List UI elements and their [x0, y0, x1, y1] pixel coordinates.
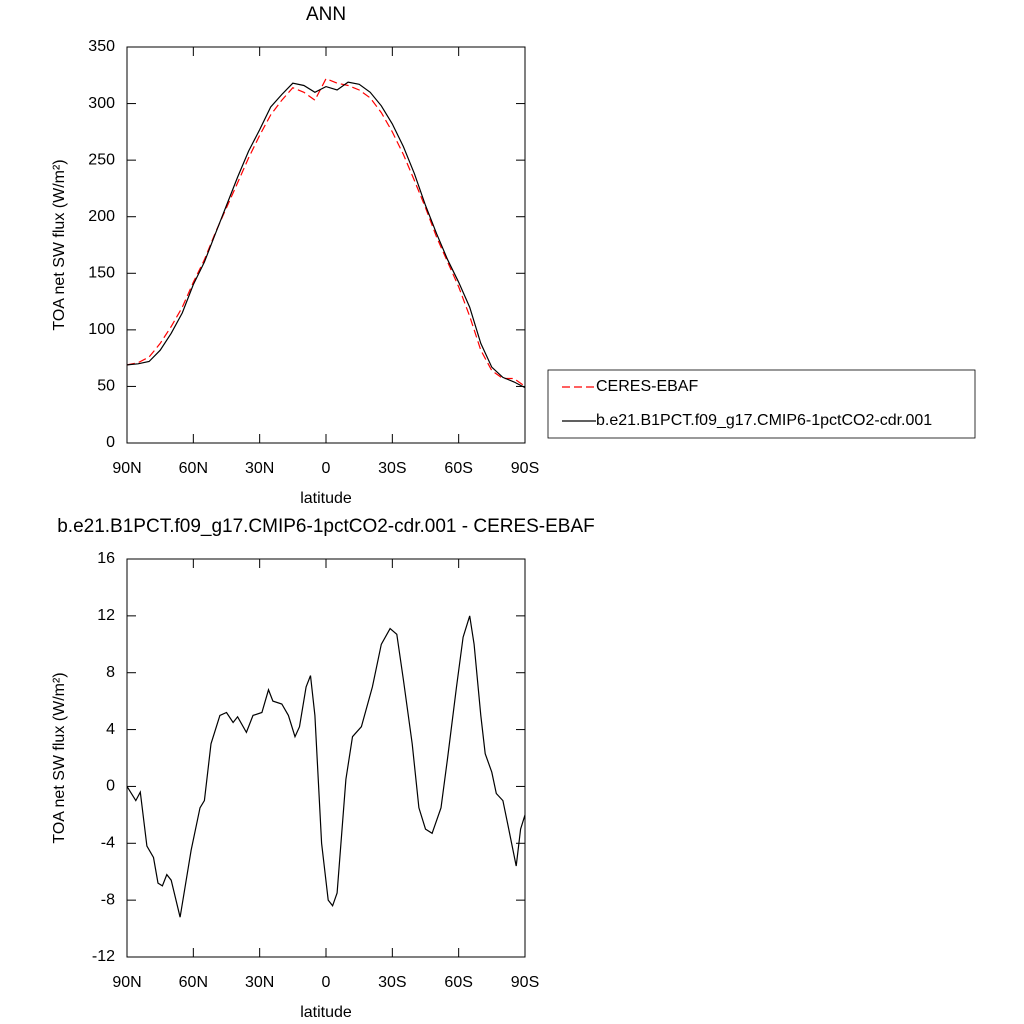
y-tick-label: 4: [106, 721, 115, 738]
y-tick-label: -12: [92, 948, 115, 965]
legend-label: CERES-EBAF: [596, 378, 698, 395]
plot-frame: [126, 46, 526, 444]
x-tick-label: 60N: [179, 974, 208, 991]
plot-frame: [126, 558, 526, 958]
y-tick-label: 16: [97, 550, 115, 567]
x-tick-label: 90N: [112, 974, 141, 991]
x-tick-label: 90S: [511, 974, 539, 991]
x-tick-label: 30S: [378, 974, 406, 991]
x-tick-label: 30S: [378, 460, 406, 477]
y-tick-label: -8: [101, 891, 115, 908]
legend-label: b.e21.B1PCT.f09_g17.CMIP6-1pctCO2-cdr.00…: [596, 412, 932, 429]
y-tick-label: 350: [88, 38, 115, 55]
chart-title: ANN: [306, 4, 346, 25]
y-tick-label: 300: [88, 95, 115, 112]
x-tick-label: 90N: [112, 460, 141, 477]
x-tick-label: 60S: [444, 974, 472, 991]
x-tick-label: 90S: [511, 460, 539, 477]
data-line: [126, 77, 526, 387]
y-tick-label: 100: [88, 321, 115, 338]
x-tick-label: 60N: [179, 460, 208, 477]
y-tick-label: 200: [88, 208, 115, 225]
y-tick-label: 150: [88, 265, 115, 282]
y-axis-label: TOA net SW flux (W/m²): [51, 159, 68, 330]
y-tick-label: 0: [106, 778, 115, 795]
x-tick-label: 0: [322, 460, 331, 477]
x-axis-label: latitude: [300, 1004, 352, 1021]
chart-title: b.e21.B1PCT.f09_g17.CMIP6-1pctCO2-cdr.00…: [57, 516, 595, 537]
y-tick-label: 0: [106, 434, 115, 451]
y-axis-label: TOA net SW flux (W/m²): [51, 672, 68, 843]
x-axis-label: latitude: [300, 490, 352, 507]
x-tick-label: 60S: [444, 460, 472, 477]
y-tick-label: 50: [97, 378, 115, 395]
data-line: [126, 615, 526, 918]
x-tick-label: 0: [322, 974, 331, 991]
y-tick-label: 12: [97, 607, 115, 624]
y-tick-label: -4: [101, 835, 115, 852]
legend-box: [547, 369, 976, 439]
y-tick-label: 250: [88, 151, 115, 168]
x-tick-label: 30N: [245, 974, 274, 991]
y-tick-label: 8: [106, 664, 115, 681]
data-line: [126, 81, 526, 389]
x-tick-label: 30N: [245, 460, 274, 477]
